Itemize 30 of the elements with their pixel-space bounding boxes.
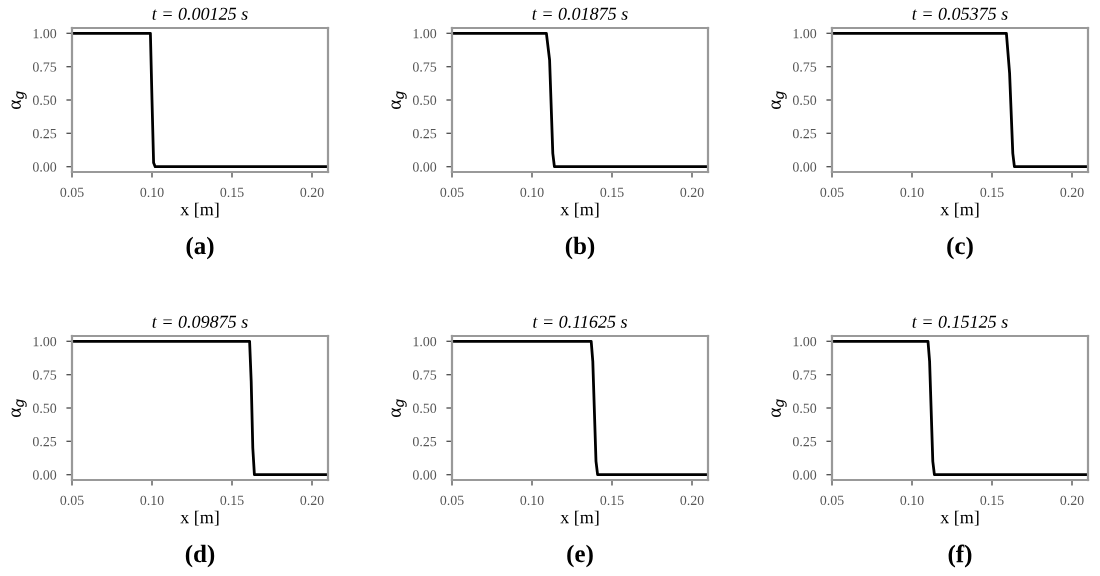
y-axis-title: α$_{g}$: [771, 91, 787, 110]
y-axis-title: α$_{g}$: [391, 91, 407, 110]
line-series: [832, 31, 1088, 169]
line-series: [452, 31, 708, 169]
text: (b): [565, 236, 595, 260]
chart-title: t = 0.09875 s: [152, 315, 248, 328]
text: (c): [947, 236, 973, 260]
chart-title: t = 0.01875 s: [532, 7, 628, 20]
x-axis-title: x [m]: [560, 202, 599, 218]
line-series: [72, 31, 328, 169]
line-series: [72, 339, 328, 477]
x-axis-title: x [m]: [180, 202, 219, 218]
text: (e): [567, 544, 593, 568]
x-axis-title: x [m]: [940, 202, 979, 218]
y-axis-title: α$_{g}$: [11, 91, 27, 110]
x-axis-title: x [m]: [560, 510, 599, 526]
x-axis-title: x [m]: [940, 510, 979, 526]
x-axis-title: x [m]: [180, 510, 219, 526]
text: (a): [186, 236, 214, 260]
chart-title: t = 0.00125 s: [152, 7, 248, 20]
chart-title: t = 0.11625 s: [533, 315, 628, 328]
chart-title: t = 0.05375 s: [912, 7, 1008, 20]
y-axis-title: α$_{g}$: [391, 399, 407, 418]
chart-title: t = 0.15125 s: [912, 315, 1008, 328]
line-series: [452, 339, 708, 477]
text: (d): [185, 544, 215, 568]
y-axis-title: α$_{g}$: [11, 399, 27, 418]
line-series: [832, 339, 1088, 477]
text: (f): [948, 544, 972, 568]
y-axis-title: α$_{g}$: [771, 399, 787, 418]
